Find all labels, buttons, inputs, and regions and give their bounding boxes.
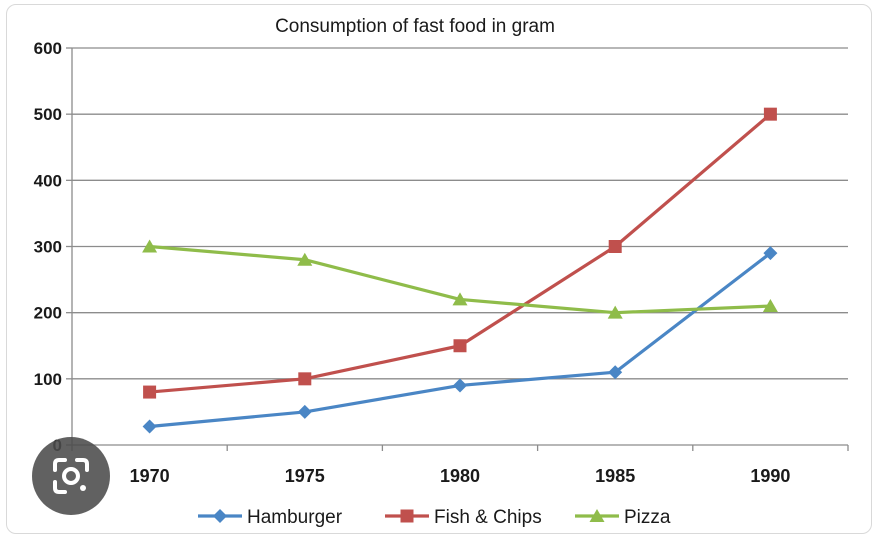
google-lens-icon — [53, 458, 89, 494]
data-point — [142, 419, 157, 434]
data-point — [297, 252, 313, 266]
data-point — [143, 385, 157, 399]
data-point — [297, 404, 312, 419]
series-pizza — [142, 239, 778, 319]
legend: Hamburger Fish & Chips Pizza — [198, 507, 671, 528]
chart-title: Consumption of fast food in gram — [275, 16, 555, 37]
google-lens-button[interactable] — [32, 437, 110, 515]
legend-item: Fish & Chips — [385, 507, 542, 528]
x-tick-label: 1975 — [285, 466, 325, 486]
legend-label: Fish & Chips — [434, 507, 542, 528]
data-point — [763, 107, 777, 121]
y-tick-label: 600 — [34, 39, 62, 58]
data-point — [453, 378, 467, 393]
x-tick-label: 1980 — [440, 466, 480, 486]
data-point — [608, 240, 622, 253]
legend-marker — [213, 509, 227, 523]
y-tick-label: 100 — [34, 370, 62, 389]
series-hamburger — [142, 246, 778, 434]
y-tick-label: 200 — [34, 304, 62, 323]
data-point — [608, 365, 623, 380]
legend-marker — [400, 509, 414, 523]
x-tick-label: 1970 — [130, 466, 170, 486]
legend-label: Pizza — [624, 507, 671, 528]
data-point — [298, 372, 312, 386]
series-fish-chips — [143, 107, 777, 399]
y-axis-ticks: 0100200300400500600 — [34, 39, 62, 455]
data-point — [763, 246, 778, 261]
data-point — [452, 292, 468, 306]
x-axis-ticks: 1970 1975 1980 1985 1990 — [130, 466, 791, 486]
legend-marker — [589, 509, 605, 522]
grid-lines — [72, 47, 848, 380]
y-tick-label: 400 — [34, 171, 62, 190]
data-point — [607, 305, 623, 319]
legend-label: Hamburger — [247, 507, 343, 528]
legend-item: Pizza — [575, 507, 671, 528]
x-tick-label: 1990 — [750, 466, 790, 486]
data-point — [453, 339, 467, 353]
data-point — [762, 299, 778, 313]
series-group — [142, 107, 778, 434]
y-tick-label: 300 — [34, 238, 62, 257]
y-tick-label: 500 — [34, 105, 62, 124]
x-tick-label: 1985 — [595, 466, 635, 486]
chart-frame — [6, 4, 872, 534]
legend-item: Hamburger — [198, 507, 343, 528]
data-point — [142, 239, 158, 253]
